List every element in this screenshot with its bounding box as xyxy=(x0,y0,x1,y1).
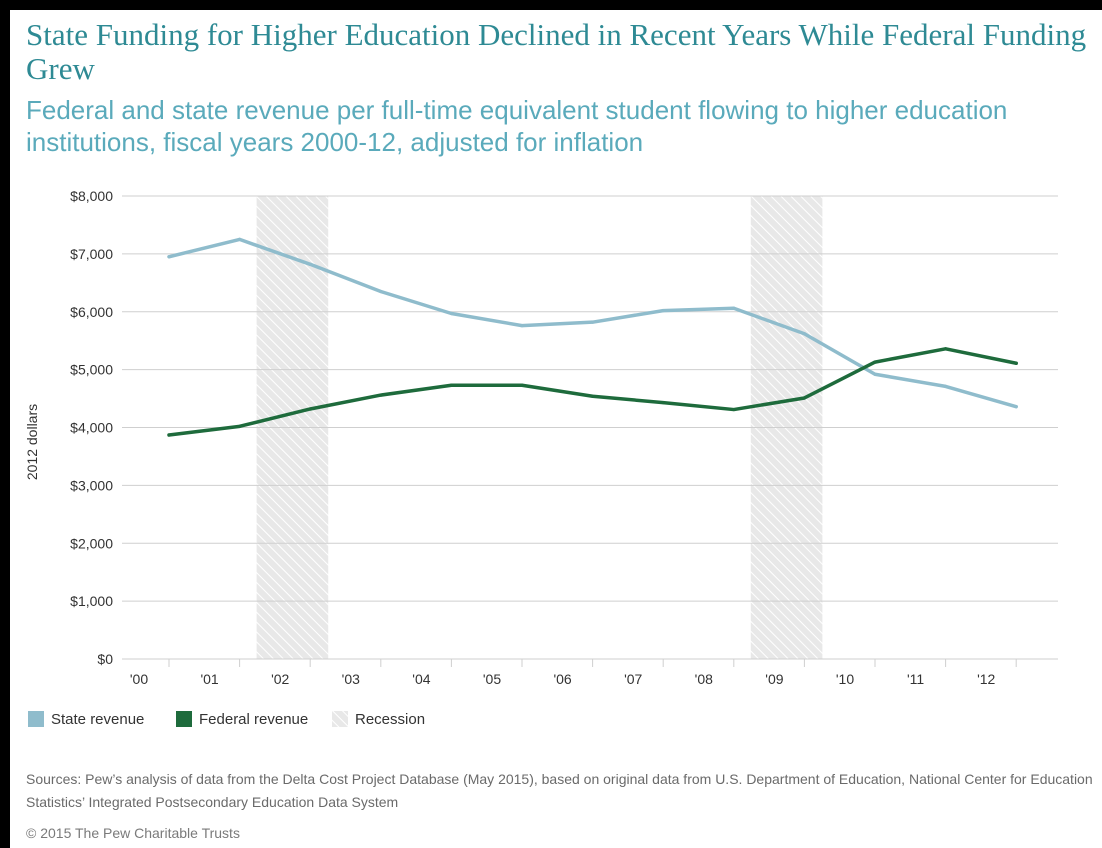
y-tick-label: $1,000 xyxy=(70,593,113,609)
data-point-federal xyxy=(238,424,242,428)
state-swatch xyxy=(28,711,44,727)
legend-item-state: State revenue xyxy=(28,711,144,728)
x-tick-label: '11 xyxy=(907,671,924,687)
sources-note: Sources: Pew’s analysis of data from the… xyxy=(26,771,1093,810)
x-tick-label: '02 xyxy=(271,671,289,687)
chart-frame: State Funding for Higher Education Decli… xyxy=(10,10,1102,848)
legend-recession-label: Recession xyxy=(355,711,426,728)
data-point-state xyxy=(308,262,312,266)
y-tick-label: $0 xyxy=(97,651,113,667)
data-point-federal xyxy=(520,383,524,387)
y-axis-label: 2012 dollars xyxy=(24,404,40,480)
y-tick-label: $2,000 xyxy=(70,535,113,551)
y-axis-ticks: $0 $1,000 $2,000 $3,000 $4,000 $5,000 $6,000 $7… xyxy=(70,188,113,667)
x-tick-label: '07 xyxy=(624,671,642,687)
recession-swatch xyxy=(332,711,348,727)
x-tick-label: '04 xyxy=(412,671,430,687)
data-point-state xyxy=(873,372,877,376)
data-point-federal xyxy=(308,407,312,411)
data-point-federal xyxy=(944,347,948,351)
legend-item-federal: Federal revenue xyxy=(176,711,308,728)
x-tick-label: '12 xyxy=(977,671,995,687)
y-tick-label: $8,000 xyxy=(70,188,113,204)
x-tick-label: '08 xyxy=(695,671,713,687)
x-axis-ticks: '00 '01 '02 '03 '04 '05 '06 '07 '08 '09 '10 '11 '12 xyxy=(130,659,1017,687)
x-tick-label: '01 xyxy=(200,671,218,687)
chart-subtitle: Federal and state revenue per full-time … xyxy=(26,95,1008,157)
line-chart: $0 $1,000 $2,000 $3,000 $4,000 $5,000 $6,000 $7… xyxy=(24,188,1058,687)
y-tick-label: $4,000 xyxy=(70,420,113,436)
federal-swatch xyxy=(176,711,192,727)
data-point-state xyxy=(167,255,171,259)
x-tick-label: '09 xyxy=(765,671,783,687)
legend-item-recession: Recession xyxy=(332,711,425,728)
chart-title: State Funding for Higher Education Decli… xyxy=(26,17,1087,86)
data-point-state xyxy=(661,308,665,313)
y-tick-label: $3,000 xyxy=(70,477,113,493)
legend-federal-label: Federal revenue xyxy=(199,711,309,728)
data-point-federal xyxy=(873,360,877,364)
data-point-federal xyxy=(167,433,171,437)
series-lines xyxy=(167,237,1018,437)
data-point-state xyxy=(1014,405,1018,409)
x-tick-label: '00 xyxy=(130,671,148,687)
data-point-federal xyxy=(732,407,736,412)
data-point-state xyxy=(732,306,736,310)
x-tick-label: '05 xyxy=(483,671,501,687)
data-point-federal xyxy=(661,401,665,405)
x-tick-label: '03 xyxy=(342,671,360,687)
x-tick-label: '10 xyxy=(836,671,854,687)
data-point-federal xyxy=(591,394,595,398)
y-tick-label: $6,000 xyxy=(70,304,113,320)
y-tick-label: $5,000 xyxy=(70,362,113,378)
data-point-state xyxy=(944,384,948,389)
x-tick-label: '06 xyxy=(553,671,571,687)
data-point-state xyxy=(802,332,807,336)
data-point-state xyxy=(238,237,242,242)
copyright: © 2015 The Pew Charitable Trusts xyxy=(26,825,240,841)
data-point-federal xyxy=(379,393,383,397)
data-point-state xyxy=(591,320,595,324)
y-tick-label: $7,000 xyxy=(70,246,113,262)
y-gridlines xyxy=(122,195,1058,660)
data-point-state xyxy=(379,289,383,294)
data-point-state xyxy=(449,311,453,316)
data-point-federal xyxy=(802,396,807,400)
data-point-federal xyxy=(1014,361,1018,365)
legend-state-label: State revenue xyxy=(51,711,145,728)
data-point-state xyxy=(520,324,524,328)
data-point-federal xyxy=(449,383,453,387)
